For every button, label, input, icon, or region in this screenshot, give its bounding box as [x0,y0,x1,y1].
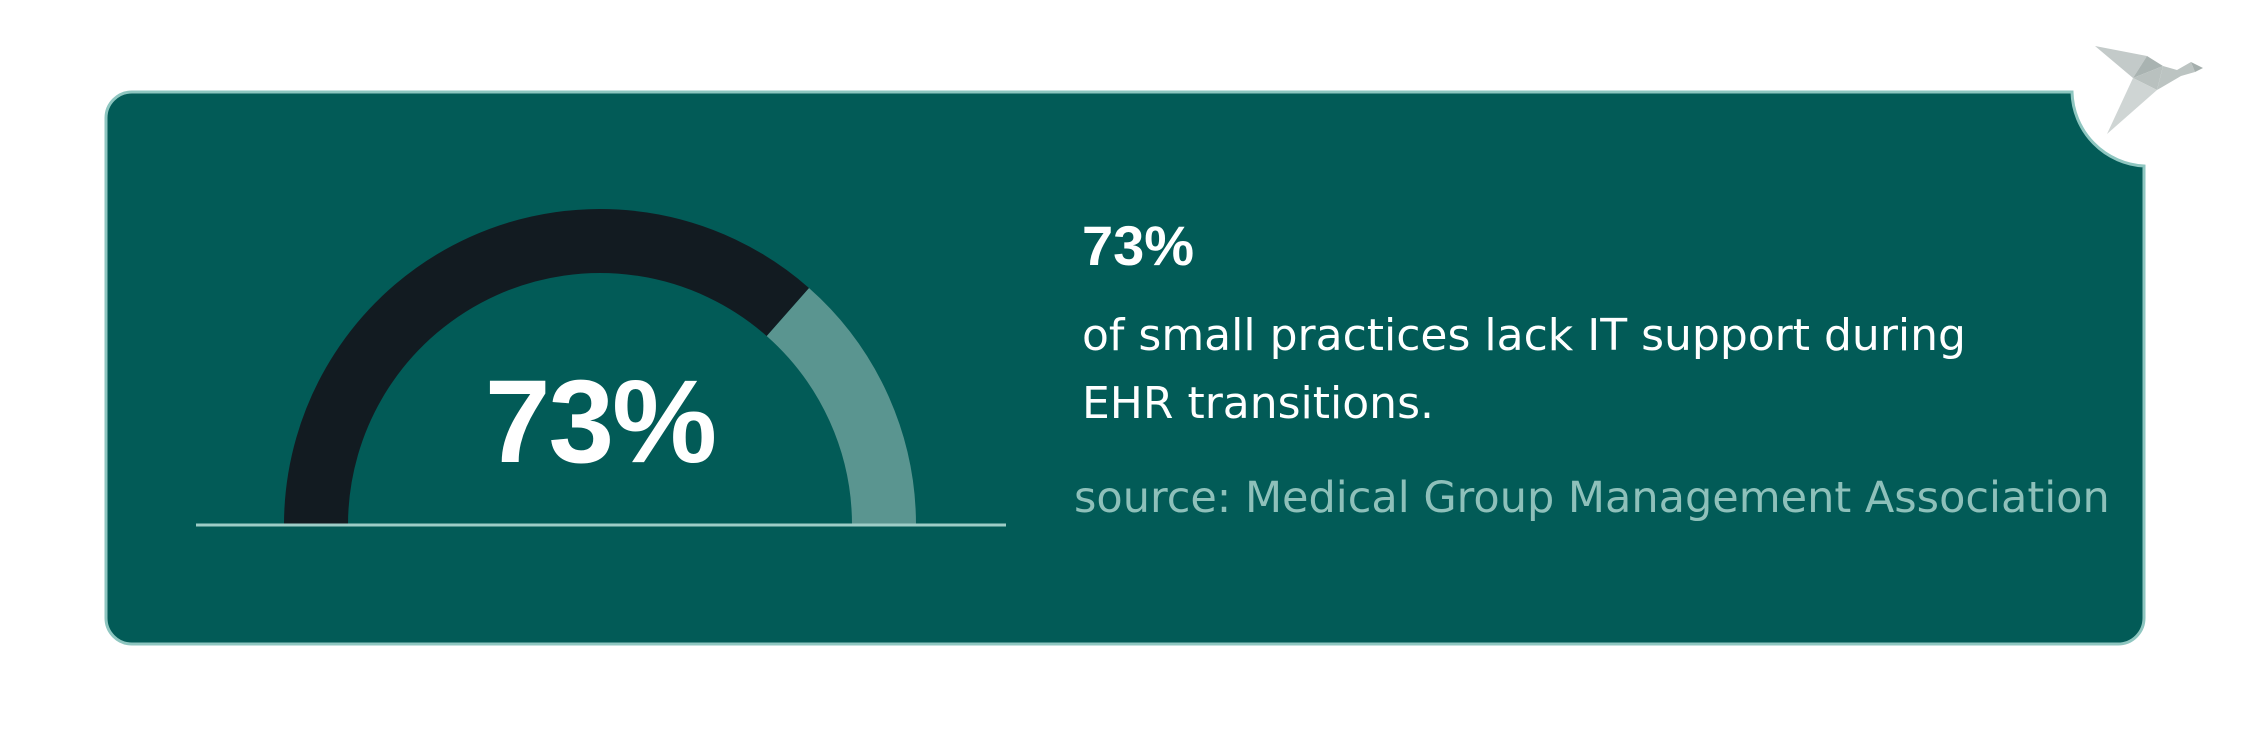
bird-logo-icon [2095,46,2203,134]
stat-description: of small practices lack IT support durin… [1082,310,1966,429]
stat-headline: 73% [1082,214,1195,277]
stat-source: source: Medical Group Management Associa… [1074,473,2110,523]
gauge-filled-arc [284,209,809,526]
gauge-remaining-arc [766,287,916,526]
gauge-value-label: 73% [484,356,717,488]
